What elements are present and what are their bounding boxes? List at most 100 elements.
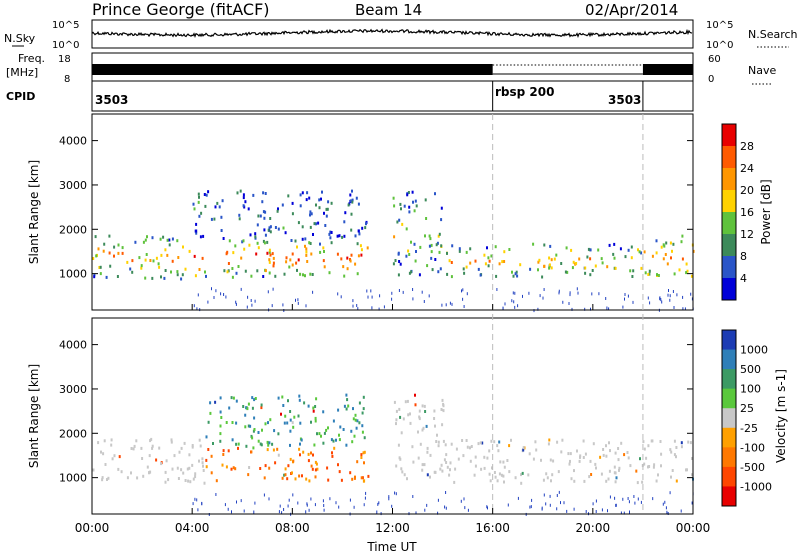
cell-0-33 bbox=[92, 257, 95, 260]
cpid-row: CPID 3503 rbsp 200 3503 bbox=[6, 80, 694, 112]
freq-tick-bottom: 8 bbox=[64, 74, 70, 85]
xtick-label-4: 16:00 bbox=[475, 521, 510, 535]
ground-72 bbox=[664, 500, 666, 504]
cell-1-73 bbox=[250, 274, 253, 278]
ground-25 bbox=[615, 503, 617, 507]
cell-2-120 bbox=[212, 442, 214, 445]
cell-2-45 bbox=[253, 398, 256, 402]
cell-0-68 bbox=[142, 474, 145, 478]
beam-title: Beam 14 bbox=[355, 1, 422, 19]
cell-2-91 bbox=[329, 236, 332, 240]
cell-0-17 bbox=[126, 260, 129, 264]
xtick-label-5: 20:00 bbox=[576, 521, 611, 535]
cell-2-109 bbox=[300, 438, 303, 442]
power-scatter bbox=[92, 189, 695, 313]
ground-20 bbox=[530, 505, 532, 509]
cell-0-64 bbox=[116, 275, 119, 278]
cell-5-6 bbox=[643, 250, 646, 254]
cell-0-59 bbox=[93, 273, 96, 277]
cell-0-21 bbox=[146, 235, 148, 239]
cell-0-41 bbox=[165, 459, 168, 463]
cell-1-7 bbox=[290, 239, 293, 242]
cell-0-55 bbox=[111, 457, 114, 461]
cell-3-49 bbox=[426, 473, 429, 477]
cell-1-47 bbox=[305, 253, 308, 257]
cell-0-46 bbox=[191, 444, 194, 447]
cell-0-61 bbox=[117, 467, 120, 471]
cell-1-9 bbox=[286, 477, 289, 481]
cell-1-93 bbox=[322, 259, 325, 263]
cell-4-19 bbox=[548, 438, 551, 442]
cell-2-2 bbox=[306, 191, 309, 195]
ground-54 bbox=[377, 502, 379, 506]
cell-4-62 bbox=[627, 248, 630, 252]
cell-4-104 bbox=[522, 448, 525, 452]
nsearch-tick-bottom: 10^0 bbox=[706, 40, 733, 51]
cell-2-7 bbox=[346, 398, 349, 402]
cell-1-36 bbox=[361, 476, 364, 480]
ground-43 bbox=[542, 296, 544, 300]
ground-7 bbox=[282, 303, 284, 307]
cell-5-16 bbox=[681, 257, 684, 261]
cell-3-20 bbox=[413, 242, 416, 246]
cell-2-112 bbox=[328, 232, 331, 236]
colorbar-swatch-7 bbox=[722, 278, 736, 301]
vcolorbar-tick-2: 100 bbox=[740, 383, 761, 396]
cell-1-38 bbox=[291, 252, 294, 256]
cell-3-57 bbox=[406, 193, 409, 197]
cell-4-71 bbox=[548, 263, 551, 267]
cell-4-76 bbox=[473, 473, 476, 477]
cell-2-90 bbox=[268, 441, 271, 445]
cell-1-73 bbox=[266, 448, 269, 452]
ground-95 bbox=[376, 510, 378, 514]
ground-54 bbox=[295, 298, 296, 302]
cell-0-28 bbox=[94, 235, 97, 239]
cell-4-36 bbox=[560, 262, 563, 265]
cell-3-22 bbox=[426, 264, 429, 268]
ground-61 bbox=[357, 307, 359, 311]
ground-110 bbox=[598, 292, 600, 296]
cell-1-50 bbox=[360, 476, 363, 480]
cell-2-4 bbox=[220, 416, 223, 419]
cell-4-149 bbox=[605, 444, 607, 448]
cell-3-38 bbox=[441, 423, 444, 427]
cell-4-105 bbox=[550, 479, 552, 483]
ground-117 bbox=[624, 297, 625, 301]
cell-0-28 bbox=[100, 450, 102, 454]
cell-0-13 bbox=[113, 254, 115, 258]
ground-63 bbox=[306, 503, 308, 507]
cell-1-57 bbox=[289, 457, 292, 461]
cell-1-45 bbox=[331, 454, 334, 458]
cell-0-15 bbox=[110, 443, 113, 447]
cell-3-48 bbox=[438, 232, 441, 236]
cell-3-38 bbox=[414, 259, 417, 263]
cell-3-36 bbox=[440, 218, 443, 222]
cell-0-10 bbox=[98, 266, 101, 269]
cell-4-23 bbox=[578, 257, 581, 261]
cell-0-46 bbox=[144, 276, 147, 280]
cell-1-87 bbox=[342, 265, 345, 269]
cell-4-72 bbox=[567, 452, 570, 456]
ground-102 bbox=[240, 287, 242, 291]
cell-2-28 bbox=[325, 428, 328, 432]
cell-4-82 bbox=[484, 262, 487, 266]
ground-112 bbox=[487, 506, 488, 510]
cell-4-148 bbox=[605, 454, 608, 458]
cell-4-73 bbox=[497, 449, 500, 453]
cell-1-24 bbox=[277, 453, 280, 457]
ground-79 bbox=[549, 494, 551, 498]
cell-2-53 bbox=[198, 214, 201, 218]
cell-1-25 bbox=[353, 476, 356, 480]
cell-2-127 bbox=[274, 226, 277, 229]
cell-3-30 bbox=[403, 473, 406, 477]
cell-4-96 bbox=[444, 443, 447, 447]
ytick-label-0: 1000 bbox=[59, 268, 87, 281]
cell-3-45 bbox=[408, 271, 411, 275]
ground-24 bbox=[224, 503, 226, 507]
ground-12 bbox=[424, 508, 426, 512]
cell-1-30 bbox=[194, 274, 197, 278]
cell-1-61 bbox=[285, 256, 288, 260]
cell-0-37 bbox=[131, 270, 134, 274]
colorbar-swatch-6 bbox=[722, 256, 736, 279]
cell-2-112 bbox=[253, 428, 256, 431]
